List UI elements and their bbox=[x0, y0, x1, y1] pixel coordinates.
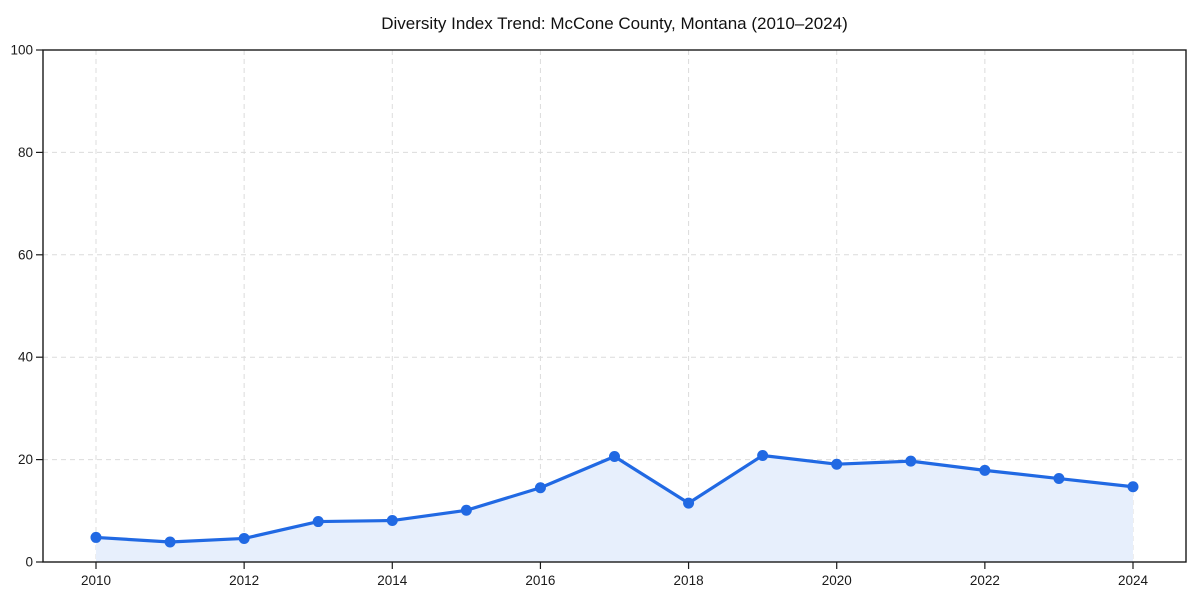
data-point-2019 bbox=[757, 450, 769, 462]
x-tick-label-2014: 2014 bbox=[377, 573, 408, 588]
x-tick-label-2018: 2018 bbox=[674, 573, 704, 588]
data-point-2014 bbox=[386, 515, 398, 527]
y-tick-label-0: 0 bbox=[25, 555, 33, 570]
y-tick-label-60: 60 bbox=[18, 247, 33, 262]
data-point-2022 bbox=[979, 464, 991, 476]
data-point-2017 bbox=[609, 451, 620, 463]
data-point-2021 bbox=[905, 455, 917, 467]
x-tick-label-2010: 2010 bbox=[81, 573, 111, 588]
y-tick-label-100: 100 bbox=[10, 43, 33, 58]
x-tick-label-2012: 2012 bbox=[229, 573, 259, 588]
data-point-2016 bbox=[534, 482, 546, 494]
x-tick-label-2024: 2024 bbox=[1118, 573, 1149, 588]
data-point-2011 bbox=[164, 536, 176, 548]
chart-title: Diversity Index Trend: McCone County, Mo… bbox=[381, 14, 848, 33]
y-tick-label-20: 20 bbox=[18, 452, 33, 467]
area-fill bbox=[96, 455, 1133, 562]
plot-border bbox=[42, 49, 1187, 563]
chart-plot-area: 0 20 40 60 80 100 2010 2012 2014 2016 2018 2020 2022… bbox=[10, 43, 1187, 588]
x-tick-label-2020: 2020 bbox=[822, 573, 852, 588]
data-point-2023 bbox=[1053, 473, 1065, 485]
data-point-2018 bbox=[683, 497, 695, 509]
y-tick-label-40: 40 bbox=[18, 350, 33, 365]
data-point-2024 bbox=[1127, 481, 1139, 493]
data-point-2012 bbox=[238, 532, 250, 544]
data-point-2020 bbox=[831, 458, 843, 470]
data-point-2010 bbox=[90, 531, 102, 543]
data-point-2015 bbox=[460, 504, 472, 516]
data-point-2013 bbox=[312, 516, 324, 528]
x-tick-label-2016: 2016 bbox=[525, 573, 555, 588]
x-tick-label-2022: 2022 bbox=[970, 573, 1000, 588]
y-tick-label-80: 80 bbox=[18, 145, 33, 160]
